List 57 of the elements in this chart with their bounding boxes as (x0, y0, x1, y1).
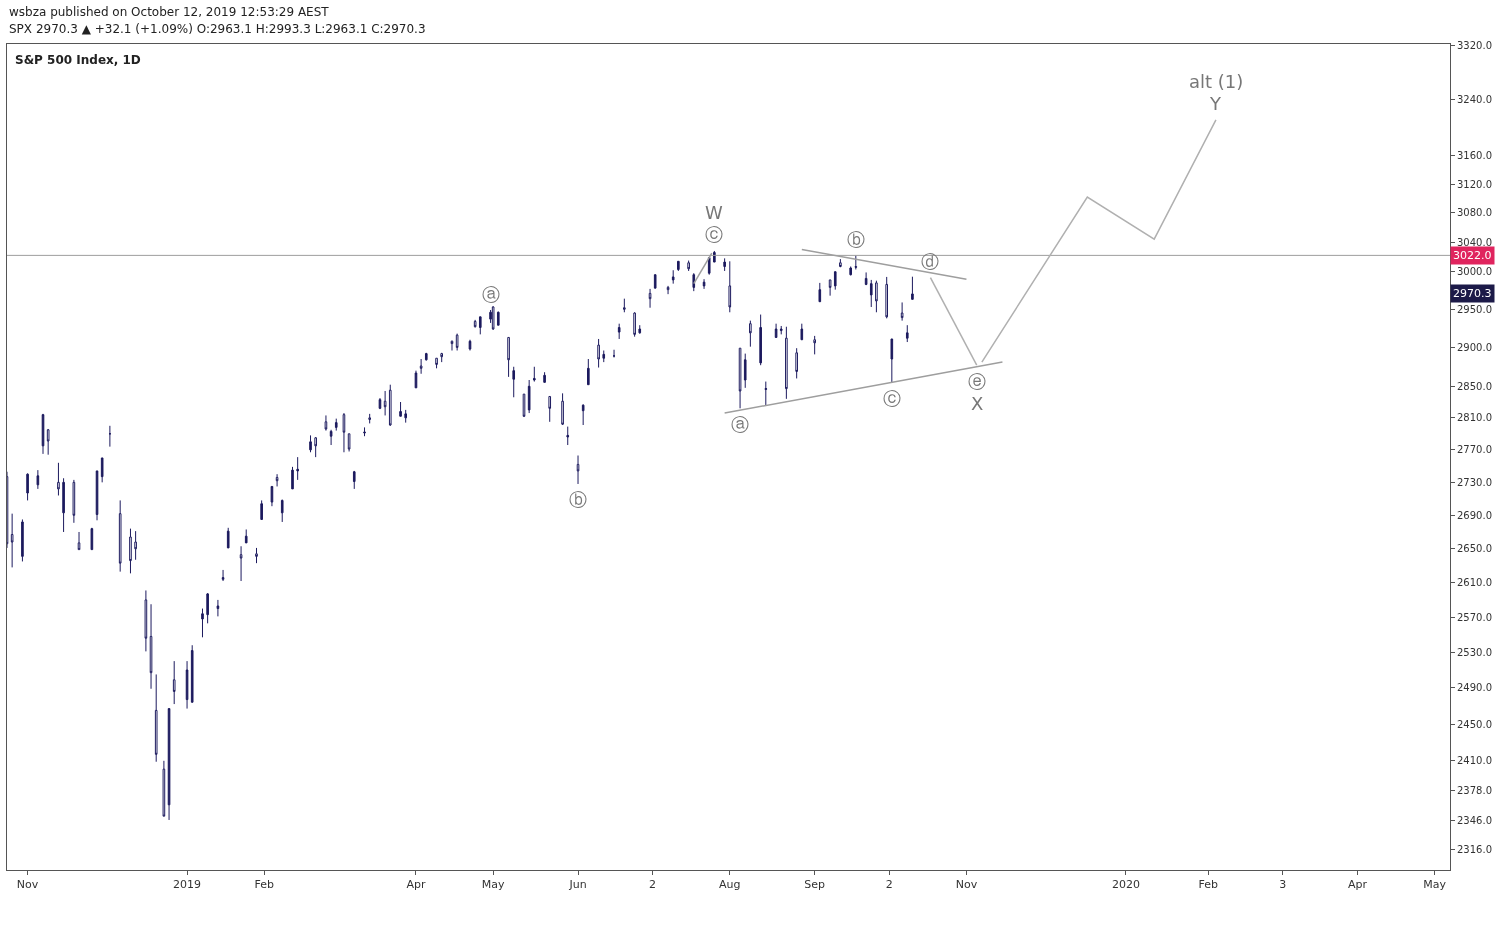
y-tick-label: 2690.0 (1457, 509, 1492, 521)
x-tick-label: 2 (885, 878, 893, 892)
y-tick-label: 2730.0 (1457, 476, 1492, 488)
y-tick-label: 3240.0 (1457, 94, 1492, 106)
annotation: Y (1209, 93, 1222, 114)
annotation: ⓒ (705, 224, 723, 245)
x-tick-label: Nov (955, 878, 978, 892)
ref-line-label: 3022.0 (1453, 249, 1492, 262)
y-tick-label: 3000.0 (1457, 266, 1492, 278)
annotation: W (705, 202, 723, 223)
y-tick-label: 2570.0 (1457, 611, 1492, 623)
y-tick-label: 2650.0 (1457, 543, 1492, 555)
text: S&P 500 Index, 1D (15, 53, 141, 68)
annotation: ⓑ (847, 229, 865, 250)
y-tick-label: 2950.0 (1457, 303, 1492, 315)
x-tick-label: Feb (1198, 878, 1218, 892)
y-tick-label: 2770.0 (1457, 444, 1492, 456)
annotation: ⓐ (482, 284, 500, 305)
text: wsbza published on October 12, 2019 12:53:29 AEST (9, 5, 330, 19)
y-tick-label: 2530.0 (1457, 646, 1492, 658)
annotation: 2970.3 (1453, 287, 1492, 300)
x-tick-label: May (1423, 878, 1447, 892)
annotation: ⓒ (883, 388, 901, 409)
x-tick-label: 2019 (173, 878, 202, 892)
x-tick-label: Feb (254, 878, 274, 892)
x-tick-label: May (481, 878, 505, 892)
x-tick-label: Aug (719, 878, 741, 892)
y-tick-label: 3040.0 (1457, 236, 1492, 248)
y-tick-label: 2316.0 (1457, 844, 1492, 856)
x-tick-label: Nov (16, 878, 39, 892)
y-tick-label: 2378.0 (1457, 785, 1492, 797)
y-tick-label: 3120.0 (1457, 178, 1492, 190)
text: SPX 2970.3 ▲ +32.1 (+1.09%) O:2963.1 H:2993.3 L:2963.1 C:2970.3 (9, 22, 426, 36)
annotation: ⓐ (731, 414, 749, 435)
x-tick-label: Apr (1347, 878, 1368, 892)
y-tick-label: 2346.0 (1457, 815, 1492, 827)
x-tick-label: 2020 (1111, 878, 1140, 892)
x-tick-label: Sep (804, 878, 826, 892)
x-tick-label: 3 (1279, 878, 1287, 892)
annotation: ⓑ (569, 489, 587, 510)
annotation: X (971, 393, 984, 414)
y-tick-label: 2490.0 (1457, 682, 1492, 694)
y-tick-label: 3080.0 (1457, 207, 1492, 219)
y-tick-label: 3320.0 (1457, 39, 1492, 51)
annotation: ⓓ (921, 251, 939, 272)
y-tick-label: 2900.0 (1457, 341, 1492, 353)
x-tick-label: Jun (568, 878, 587, 892)
y-tick-label: 2850.0 (1457, 380, 1492, 392)
annotation: ⓔ (968, 371, 986, 392)
annotation: alt (1) (1189, 71, 1244, 92)
x-tick-label: Apr (406, 878, 426, 892)
x-tick-label: 2 (649, 878, 657, 892)
y-tick-label: 2610.0 (1457, 577, 1492, 589)
y-tick-label: 2450.0 (1457, 718, 1492, 730)
y-tick-label: 3160.0 (1457, 150, 1492, 162)
y-tick-label: 2410.0 (1457, 755, 1492, 767)
y-tick-label: 2810.0 (1457, 412, 1492, 424)
